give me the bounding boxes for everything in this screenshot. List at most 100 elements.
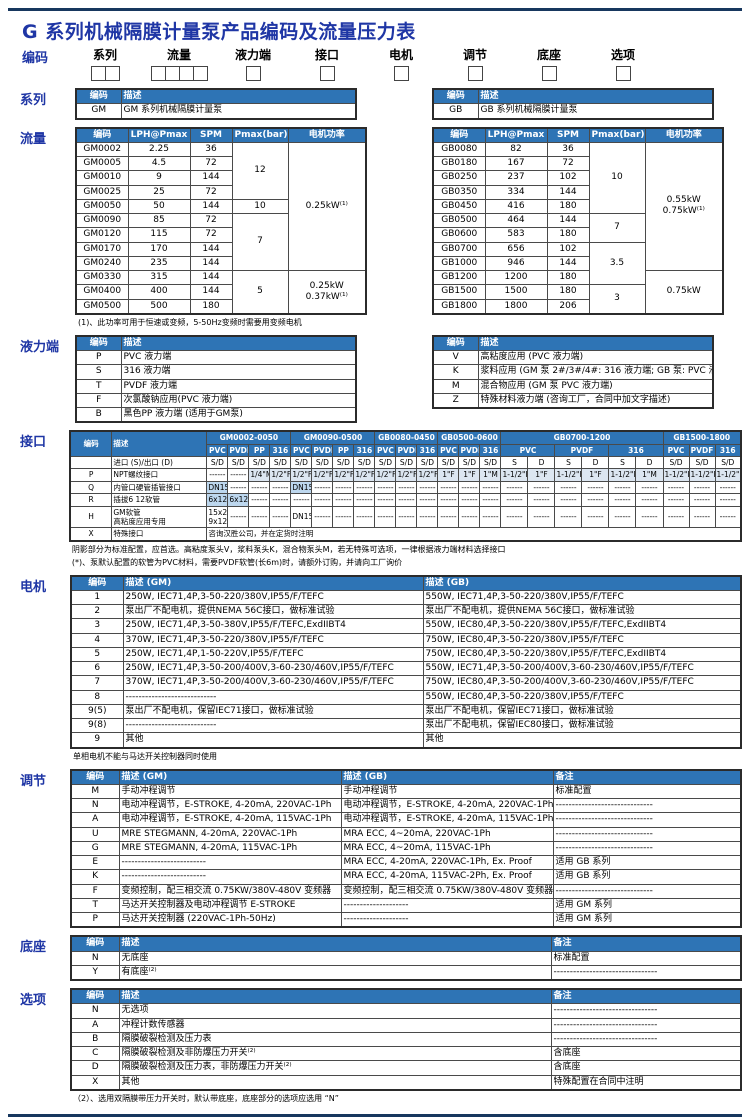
cell: DN15 [206,480,229,495]
section-label-adjust: 调节 [20,773,47,789]
cell: 72 [189,227,233,243]
code-boxes [586,66,660,81]
cell: 适用 GB 系列 [552,869,742,885]
table-row: F 次氯酸钠应用(PVC 液力端) [75,392,357,409]
cell: 180 [546,284,590,300]
table-row: 9(8) ---------------------------- 泵出厂不配电机，… [70,718,742,734]
table-row: 9 其他 其他 [70,732,742,749]
cell: 72 [189,155,233,172]
cell: 6x12(*) [227,493,250,507]
table-row: Z 特殊材料液力端 (咨询工厂，合同中加文字描述) [432,392,714,409]
cell: M [432,378,479,394]
cell: U [70,826,120,842]
cell: ------ [311,480,334,495]
cell: N [70,950,120,966]
cell: S/D [416,455,439,470]
cell: -------------------- [340,897,554,914]
cell: 464 [484,212,548,229]
cell: 4.5 [127,155,191,172]
cell: 500 [127,298,191,315]
header-cell: 备注 [550,935,742,952]
cell: DN15 [290,480,313,495]
table-row: 编码 描述 [432,335,714,351]
cell: GB1000 [432,255,486,272]
section-hydraulic: 液力端 编码 描述 P PVC 液力端 S 316 液力端 T PVDF 液力端 F 次氯酸钠应用… [0,334,742,424]
cell: E [70,855,120,871]
header-cell: 电机功率 [644,127,724,143]
cell: 次氯酸钠应用(PVC 液力端) [120,392,357,409]
cell: ------ [332,493,355,507]
cell: NPT螺纹接口 [111,468,208,482]
cell: 手动冲程调节 [340,783,554,800]
cell: X [70,1074,120,1091]
cell: -------------------------------- [550,1017,742,1033]
cell: 0.25kW 0.37kW⁽¹⁾ [287,269,367,315]
cell: 进口 (S)/出口 (D) [111,455,208,470]
page-title: G 系列机械隔膜计量泵产品编码及流量压力表 [22,21,416,43]
cell: ------ [662,505,690,529]
cell: GM软管 高粘度应用专用 [111,505,208,529]
header-cell: 备注 [550,988,742,1005]
cell: ---------------------------- [122,689,424,705]
cell: ------ [635,493,664,507]
table-row: GB0500 464 144 7 [432,212,723,243]
cell: S/D [311,455,334,470]
table-row: 编码 描述 [432,88,714,105]
cell: 有底座⁽²⁾ [118,964,552,981]
cell: GB1200 [432,269,486,286]
cell: P [69,468,113,482]
cell: H [69,505,113,529]
cell: GB0600 [432,227,486,243]
cell: MRE STEGMANN, 4-20mA, 115VAC-1Ph [118,840,342,857]
cell: GM0002 [75,141,129,158]
cell: ------ [416,493,439,507]
cell: -------------------------------- [550,1003,742,1019]
code-box [151,66,166,81]
cell: 180 [546,198,590,215]
coding-field-series: 系列 [68,46,142,81]
series-gm: 编码 描述 GM GM 系列机械隔膜计量泵 [75,88,357,120]
interface: 编码 描述 GM0002-0050 GM0090-0500 GB0080-0450 GB0… [68,430,742,542]
cell: 5 [70,646,124,663]
table-row: GM0090 85 72 7 [75,212,366,271]
cell: ------ [608,480,637,495]
coding-field-label: 流量 [166,48,191,62]
header-cell: SPM [546,127,590,143]
cell: 含底座 [550,1060,742,1076]
table-row: GB GB 系列机械隔膜计量泵 [432,103,714,119]
table-row: P 马达开关控制器 (220VAC-1Ph-50Hz) --------------… [70,912,742,928]
cell: 2.25 [127,141,191,158]
cell: -------------------------- [118,855,342,871]
cell: 550W, IEC80,4P,3-50-220/380V,IP55/F/TEFC [422,689,742,705]
section-label-interface: 接口 [20,435,47,451]
cell: 144 [189,198,233,215]
table-row: A 电动冲程调节，E-STROKE, 4-20mA, 115VAC-1Ph 电动冲程… [70,812,742,828]
header-cell: 描述 [120,88,357,105]
cell: 1-1/2"M [608,468,637,482]
table-row: M 混合物应用 (GM 泵 PVC 液力端) [432,378,714,394]
cell: 144 [189,284,233,300]
cell: 316 液力端 [120,364,357,380]
cell: 特殊配置在合同中注明 [550,1074,742,1091]
cell: ------ [248,493,271,507]
cell: ------ [688,505,716,529]
cell: S/D [479,455,502,470]
cell: ------------------------------ [552,840,742,857]
cell: N [70,1003,120,1019]
cell: GM0400 [75,284,129,300]
cell: GM0005 [75,155,129,172]
table-row: E -------------------------- MRA ECC, 4-20… [70,855,742,871]
motor-table: 编码 描述 (GM) 描述 (GB) 1 250W, IEC71,4P,3-50-220… [70,574,742,749]
header-cell: 编码 [432,335,479,351]
cell: ------ [554,493,583,507]
cell: 9(5) [70,703,124,720]
header-cell: PVDF [458,443,481,458]
code-box [468,66,483,81]
cell: 10 [231,198,289,215]
cell: 1/2"F [374,468,397,482]
cell: 0.55kW 0.75kW⁽¹⁾ [644,141,724,272]
header-cell: 编码 [75,335,122,351]
table-row: 9(5) 泵出厂不配电机，保留IEC71接口，做标准试验 泵出厂不配电机，保留IEC… [70,703,742,720]
header-cell: 描述 (GB) [422,575,742,591]
